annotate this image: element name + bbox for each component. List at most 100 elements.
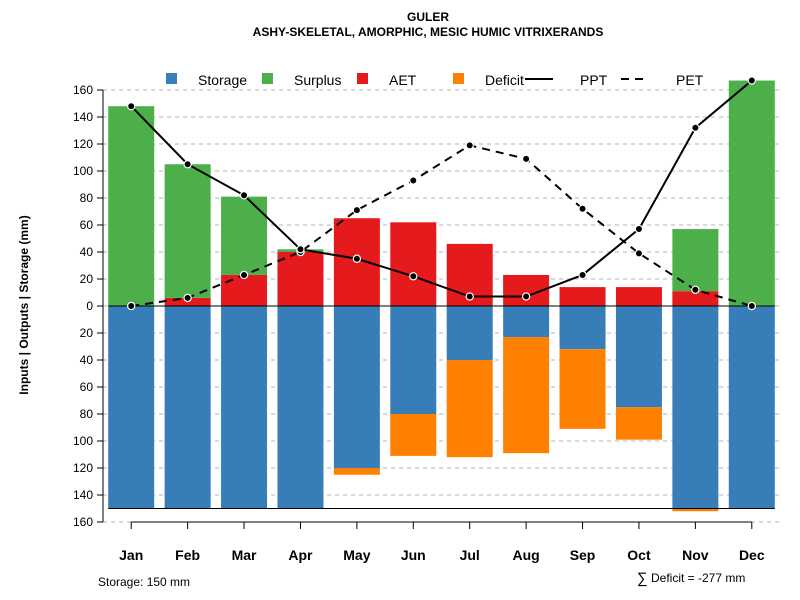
ppt-point <box>578 270 587 280</box>
x-tick-label: Oct <box>627 547 651 563</box>
pet-point <box>747 301 756 311</box>
storage-bar <box>108 306 155 509</box>
storage-bar <box>672 306 719 509</box>
legend-label-ppt: PPT <box>580 72 608 88</box>
x-tick-label: Dec <box>739 547 765 563</box>
storage-footnote: Storage: 150 mm <box>98 575 190 589</box>
ppt-point <box>127 101 136 111</box>
y-tick-label: 120 <box>73 137 93 151</box>
deficit-bar <box>672 508 719 512</box>
x-tick-label: Nov <box>682 547 709 563</box>
aet-bar <box>277 252 324 306</box>
legend-swatch-deficit <box>453 73 464 84</box>
storage-bar <box>728 306 775 509</box>
y-tick-label: 140 <box>73 488 93 502</box>
axes: 160 140 120 100 80 60 40 20 0 20 40 60 80 100 120 140 16… <box>73 83 765 563</box>
legend-swatch-surplus <box>262 73 273 84</box>
ppt-point <box>634 224 644 234</box>
chart-subtitle: ASHY-SKELETAL, AMORPHIC, MESIC HUMIC VIT… <box>253 25 604 39</box>
x-tick-label: Mar <box>232 547 257 563</box>
surplus-bar <box>164 164 211 298</box>
pet-point <box>409 176 418 185</box>
deficit-sum-symbol: ∑ <box>637 570 648 587</box>
x-tick-label: Jan <box>119 547 143 563</box>
legend-label-storage: Storage <box>198 72 247 88</box>
surplus-bar <box>672 229 719 292</box>
aet-bar <box>390 222 437 306</box>
legend: Storage Surplus AET Deficit PPT PET <box>166 72 704 88</box>
pet-point <box>239 270 249 280</box>
aet-bar <box>615 287 662 306</box>
x-tick-label: Feb <box>175 547 200 563</box>
x-tick-label: May <box>343 547 370 563</box>
deficit-footnote: Deficit = -277 mm <box>651 571 745 585</box>
deficit-bar <box>446 360 493 458</box>
ppt-point <box>183 160 192 169</box>
y-tick-label: 80 <box>80 191 94 205</box>
y-axis-label: Inputs | Outputs | Storage (mm) <box>17 215 31 394</box>
storage-bar <box>164 306 211 509</box>
storage-bar <box>390 306 437 414</box>
pet-line <box>131 144 753 307</box>
deficit-bar <box>333 468 380 475</box>
storage-bar <box>446 306 493 360</box>
ppt-point <box>409 272 418 281</box>
ppt-point <box>352 254 362 263</box>
deficit-bar <box>559 349 606 429</box>
y-tick-label: 120 <box>73 461 93 475</box>
ppt-point <box>296 245 305 254</box>
ppt-point <box>465 292 474 301</box>
storage-bar <box>277 306 324 509</box>
y-tick-label: 20 <box>80 272 94 286</box>
aet-bar <box>672 291 719 306</box>
x-tick-label: Aug <box>513 547 540 563</box>
storage-bar <box>221 306 268 509</box>
y-tick-label: 100 <box>73 164 93 178</box>
x-tick-label: Jul <box>460 547 480 563</box>
legend-label-deficit: Deficit <box>485 72 524 88</box>
storage-bar <box>503 306 550 338</box>
deficit-bar <box>390 414 437 456</box>
ppt-point <box>239 191 249 200</box>
storage-bar <box>333 306 380 468</box>
pet-point <box>634 249 644 258</box>
legend-label-aet: AET <box>389 72 417 88</box>
surplus-bar <box>108 106 155 306</box>
x-tick-label: Apr <box>288 547 313 563</box>
pet-point <box>691 285 700 294</box>
pet-point <box>521 154 531 164</box>
chart-title: GULER <box>407 10 449 24</box>
ppt-point <box>691 123 700 133</box>
y-tick-label: 0 <box>86 299 93 313</box>
y-tick-label: 160 <box>73 515 93 529</box>
pet-point <box>465 141 474 150</box>
surplus-bar <box>728 80 775 306</box>
x-tick-label: Sep <box>570 547 596 563</box>
y-tick-label: 140 <box>73 110 93 124</box>
aet-bar <box>559 287 606 306</box>
y-tick-label: 40 <box>80 245 94 259</box>
pet-point <box>578 204 587 213</box>
legend-label-pet: PET <box>676 72 704 88</box>
legend-swatch-storage <box>166 73 177 84</box>
pet-point <box>183 293 192 303</box>
deficit-bar <box>503 337 550 454</box>
series-lines <box>127 76 756 311</box>
surplus-bar <box>221 196 268 275</box>
y-tick-label: 60 <box>80 218 94 232</box>
aet-bar <box>221 274 268 306</box>
pet-point <box>127 301 136 311</box>
storage-bar <box>615 306 662 408</box>
pet-point <box>352 205 362 215</box>
y-tick-label: 60 <box>80 380 94 394</box>
legend-label-surplus: Surplus <box>294 72 341 88</box>
legend-swatch-aet <box>357 73 368 84</box>
deficit-bar <box>615 407 662 440</box>
ppt-point <box>521 292 531 301</box>
ppt-point <box>747 76 756 85</box>
y-tick-label: 40 <box>80 353 94 367</box>
bars <box>108 80 775 512</box>
y-tick-label: 160 <box>73 83 93 97</box>
y-tick-label: 20 <box>80 326 94 340</box>
